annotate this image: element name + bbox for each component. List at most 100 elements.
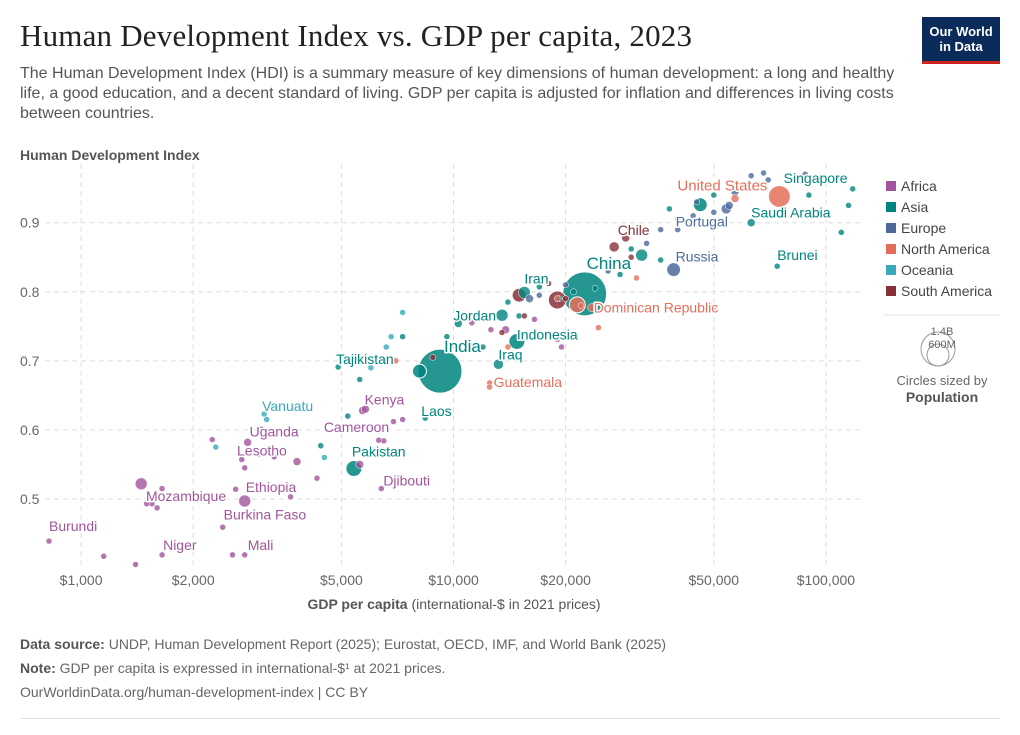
point-ethiopia[interactable] <box>238 494 251 508</box>
point-south-america-18[interactable] <box>608 241 620 253</box>
point-africa-67[interactable] <box>468 319 476 327</box>
point-europe-93[interactable] <box>562 281 569 289</box>
point-south-america-127[interactable] <box>562 295 569 302</box>
point-asia-85[interactable] <box>657 256 664 264</box>
point-oceania-119[interactable] <box>367 364 375 371</box>
point-africa-60[interactable] <box>208 436 216 443</box>
point-africa-68[interactable] <box>487 326 495 333</box>
point-asia-91[interactable] <box>627 245 635 253</box>
legend-swatch-europe[interactable] <box>886 223 896 233</box>
point-europe-99[interactable] <box>710 209 718 216</box>
point-south-america-128[interactable] <box>627 253 635 261</box>
point-africa-62[interactable] <box>313 474 321 482</box>
point-chile[interactable] <box>621 233 630 243</box>
point-asia-89[interactable] <box>838 229 845 236</box>
point-europe-101[interactable] <box>755 181 762 188</box>
legend-swatch-africa[interactable] <box>886 181 896 191</box>
point-indonesia[interactable] <box>508 332 526 350</box>
point-asia-83[interactable] <box>591 285 599 292</box>
point-europe-106[interactable] <box>693 198 701 206</box>
point-europe-96[interactable] <box>657 226 664 233</box>
point-africa-71[interactable] <box>531 316 538 323</box>
point-iraq[interactable] <box>493 359 504 370</box>
legend-swatch-asia[interactable] <box>886 202 896 212</box>
point-europe-107[interactable] <box>760 169 767 177</box>
point-asia-76[interactable] <box>443 333 451 340</box>
point-burundi[interactable] <box>45 537 53 545</box>
point-djibouti[interactable] <box>378 485 385 492</box>
point-asia-80[interactable] <box>536 283 543 291</box>
point-north-america-113[interactable] <box>577 302 585 309</box>
point-oceania-120[interactable] <box>383 343 390 351</box>
point-asia-77[interactable] <box>479 343 487 351</box>
point-africa-58[interactable] <box>238 456 245 463</box>
point-asia-72[interactable] <box>317 442 324 450</box>
point-north-america-108[interactable] <box>392 357 400 365</box>
point-asia-73[interactable] <box>344 412 351 420</box>
legend-item-africa[interactable]: Africa <box>901 178 937 194</box>
point-africa-59[interactable] <box>270 453 278 461</box>
point-burkina-faso[interactable] <box>219 524 226 531</box>
point-africa-55[interactable] <box>287 493 294 501</box>
point-dominican-republic[interactable] <box>587 303 596 312</box>
point-europe-100[interactable] <box>740 184 747 192</box>
point-africa-64[interactable] <box>353 422 361 429</box>
legend-item-north-america[interactable]: North America <box>901 241 990 257</box>
point-europe-29[interactable] <box>525 294 534 303</box>
point-oceania-116[interactable] <box>212 443 220 451</box>
point-russia[interactable] <box>666 262 682 278</box>
point-africa-65[interactable] <box>390 418 397 425</box>
legend-swatch-oceania[interactable] <box>886 265 896 275</box>
point-africa-52[interactable] <box>229 551 236 559</box>
point-asia-14[interactable] <box>495 308 509 322</box>
legend-swatch-north-america[interactable] <box>886 244 896 254</box>
point-north-america-115[interactable] <box>633 274 640 282</box>
point-europe-103[interactable] <box>786 178 794 185</box>
point-north-america-114[interactable] <box>595 324 602 331</box>
point-africa-70[interactable] <box>558 343 565 351</box>
footer-url[interactable]: OurWorldinData.org/human-development-ind… <box>20 684 369 700</box>
point-africa-48[interactable] <box>143 500 150 508</box>
point-asia-79[interactable] <box>504 298 512 306</box>
owid-logo[interactable]: Our World in Data <box>922 17 1000 64</box>
point-north-america-111[interactable] <box>540 333 548 340</box>
point-europe-105[interactable] <box>747 172 755 179</box>
point-africa-66[interactable] <box>399 416 406 423</box>
point-uganda[interactable] <box>243 438 252 447</box>
point-europe-102[interactable] <box>764 176 772 184</box>
point-africa-47[interactable] <box>158 485 166 492</box>
point-africa-27[interactable] <box>361 404 370 414</box>
point-portugal[interactable] <box>674 226 681 233</box>
point-europe-95[interactable] <box>643 240 650 247</box>
point-united-states[interactable] <box>767 184 791 208</box>
point-south-america-123[interactable] <box>429 354 437 361</box>
point-oceania-118[interactable] <box>321 454 328 461</box>
legend-item-south-america[interactable]: South America <box>901 283 992 299</box>
point-south-america-124[interactable] <box>498 329 506 336</box>
point-asia-82[interactable] <box>570 288 577 296</box>
point-oceania-122[interactable] <box>399 309 406 316</box>
point-laos[interactable] <box>422 414 429 422</box>
point-vanuatu[interactable] <box>260 410 268 418</box>
point-europe-94[interactable] <box>604 267 612 275</box>
point-africa-63[interactable] <box>375 436 383 444</box>
point-africa-51[interactable] <box>132 561 139 568</box>
point-lesotho[interactable] <box>292 457 302 466</box>
point-asia-88[interactable] <box>845 202 852 209</box>
point-africa-61[interactable] <box>258 425 265 433</box>
point-south-america-125[interactable] <box>521 312 528 320</box>
point-europe-98[interactable] <box>689 212 697 220</box>
point-north-america-6[interactable] <box>568 296 586 314</box>
point-africa-26[interactable] <box>355 460 364 469</box>
legend-item-europe[interactable]: Europe <box>901 220 946 236</box>
point-asia-8[interactable] <box>411 363 427 379</box>
point-saudi-arabia[interactable] <box>746 218 756 227</box>
point-africa-54[interactable] <box>250 481 257 489</box>
legend-swatch-south-america[interactable] <box>886 286 896 296</box>
point-europe-30[interactable] <box>724 201 734 210</box>
point-asia-74[interactable] <box>356 376 363 383</box>
point-north-america-112[interactable] <box>554 295 561 302</box>
point-africa-13[interactable] <box>134 477 148 490</box>
point-asia-15[interactable] <box>635 248 648 262</box>
point-north-america-32[interactable] <box>730 194 740 203</box>
